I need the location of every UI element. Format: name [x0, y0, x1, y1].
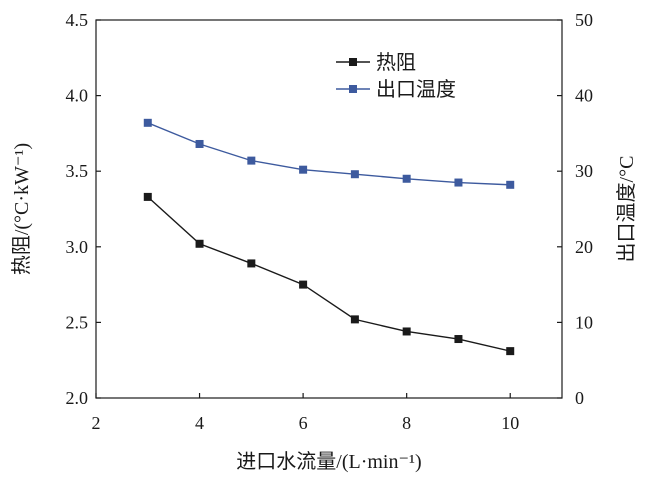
data-point — [454, 335, 463, 344]
y-axis-left: 2.0 2.5 3.0 3.5 4.0 4.5 — [66, 10, 101, 408]
y-axis-left-label: 热阻/(°C·kW⁻¹) — [10, 143, 33, 275]
legend-item-thermal-resistance: 热阻 — [336, 51, 416, 74]
legend-label: 出口温度 — [376, 78, 456, 101]
y-right-tick-label: 40 — [575, 86, 593, 106]
x-tick-label: 6 — [299, 413, 308, 433]
data-point — [350, 315, 359, 324]
data-point — [402, 327, 411, 336]
x-tick-label: 4 — [195, 413, 204, 433]
data-point — [195, 139, 204, 148]
y-right-tick-label: 30 — [575, 161, 593, 181]
legend-marker — [349, 85, 357, 93]
data-point — [247, 259, 256, 268]
y-right-tick-label: 50 — [575, 10, 593, 30]
y-axis-right: 0 10 20 30 40 50 — [557, 10, 593, 408]
y-left-tick-label: 2.0 — [66, 388, 89, 408]
y-left-tick-label: 4.5 — [66, 10, 89, 30]
y-left-tick-label: 2.5 — [66, 312, 89, 332]
y-left-tick-label: 4.0 — [66, 86, 89, 106]
y-right-tick-label: 20 — [575, 237, 593, 257]
series-line-1 — [147, 122, 511, 186]
data-point — [143, 192, 152, 201]
data-point — [195, 239, 204, 248]
legend-marker — [349, 58, 357, 66]
data-point — [402, 174, 411, 183]
plot-area — [95, 19, 563, 399]
y-left-tick-label: 3.5 — [66, 161, 89, 181]
legend: 热阻 出口温度 — [336, 51, 456, 101]
legend-item-outlet-temperature: 出口温度 — [336, 78, 456, 101]
data-point — [247, 156, 256, 165]
series-line-0 — [147, 196, 511, 352]
x-axis-label: 进口水流量/(L·min⁻¹) — [236, 450, 421, 473]
series-layer — [143, 118, 515, 356]
x-tick-label: 2 — [92, 413, 101, 433]
x-axis: 2 4 6 8 10 — [92, 393, 519, 433]
legend-label: 热阻 — [376, 51, 416, 74]
data-point — [299, 280, 308, 289]
y-right-tick-label: 10 — [575, 312, 593, 332]
x-tick-label: 10 — [501, 413, 519, 433]
data-point — [506, 180, 515, 189]
x-tick-label: 8 — [402, 413, 411, 433]
data-point — [350, 170, 359, 179]
data-point — [299, 165, 308, 174]
y-axis-right-label: 出口温度/°C — [615, 156, 638, 263]
y-right-tick-label: 0 — [575, 388, 584, 408]
data-point — [143, 118, 152, 127]
data-point — [454, 178, 463, 187]
data-point — [506, 347, 515, 356]
y-left-tick-label: 3.0 — [66, 237, 89, 257]
